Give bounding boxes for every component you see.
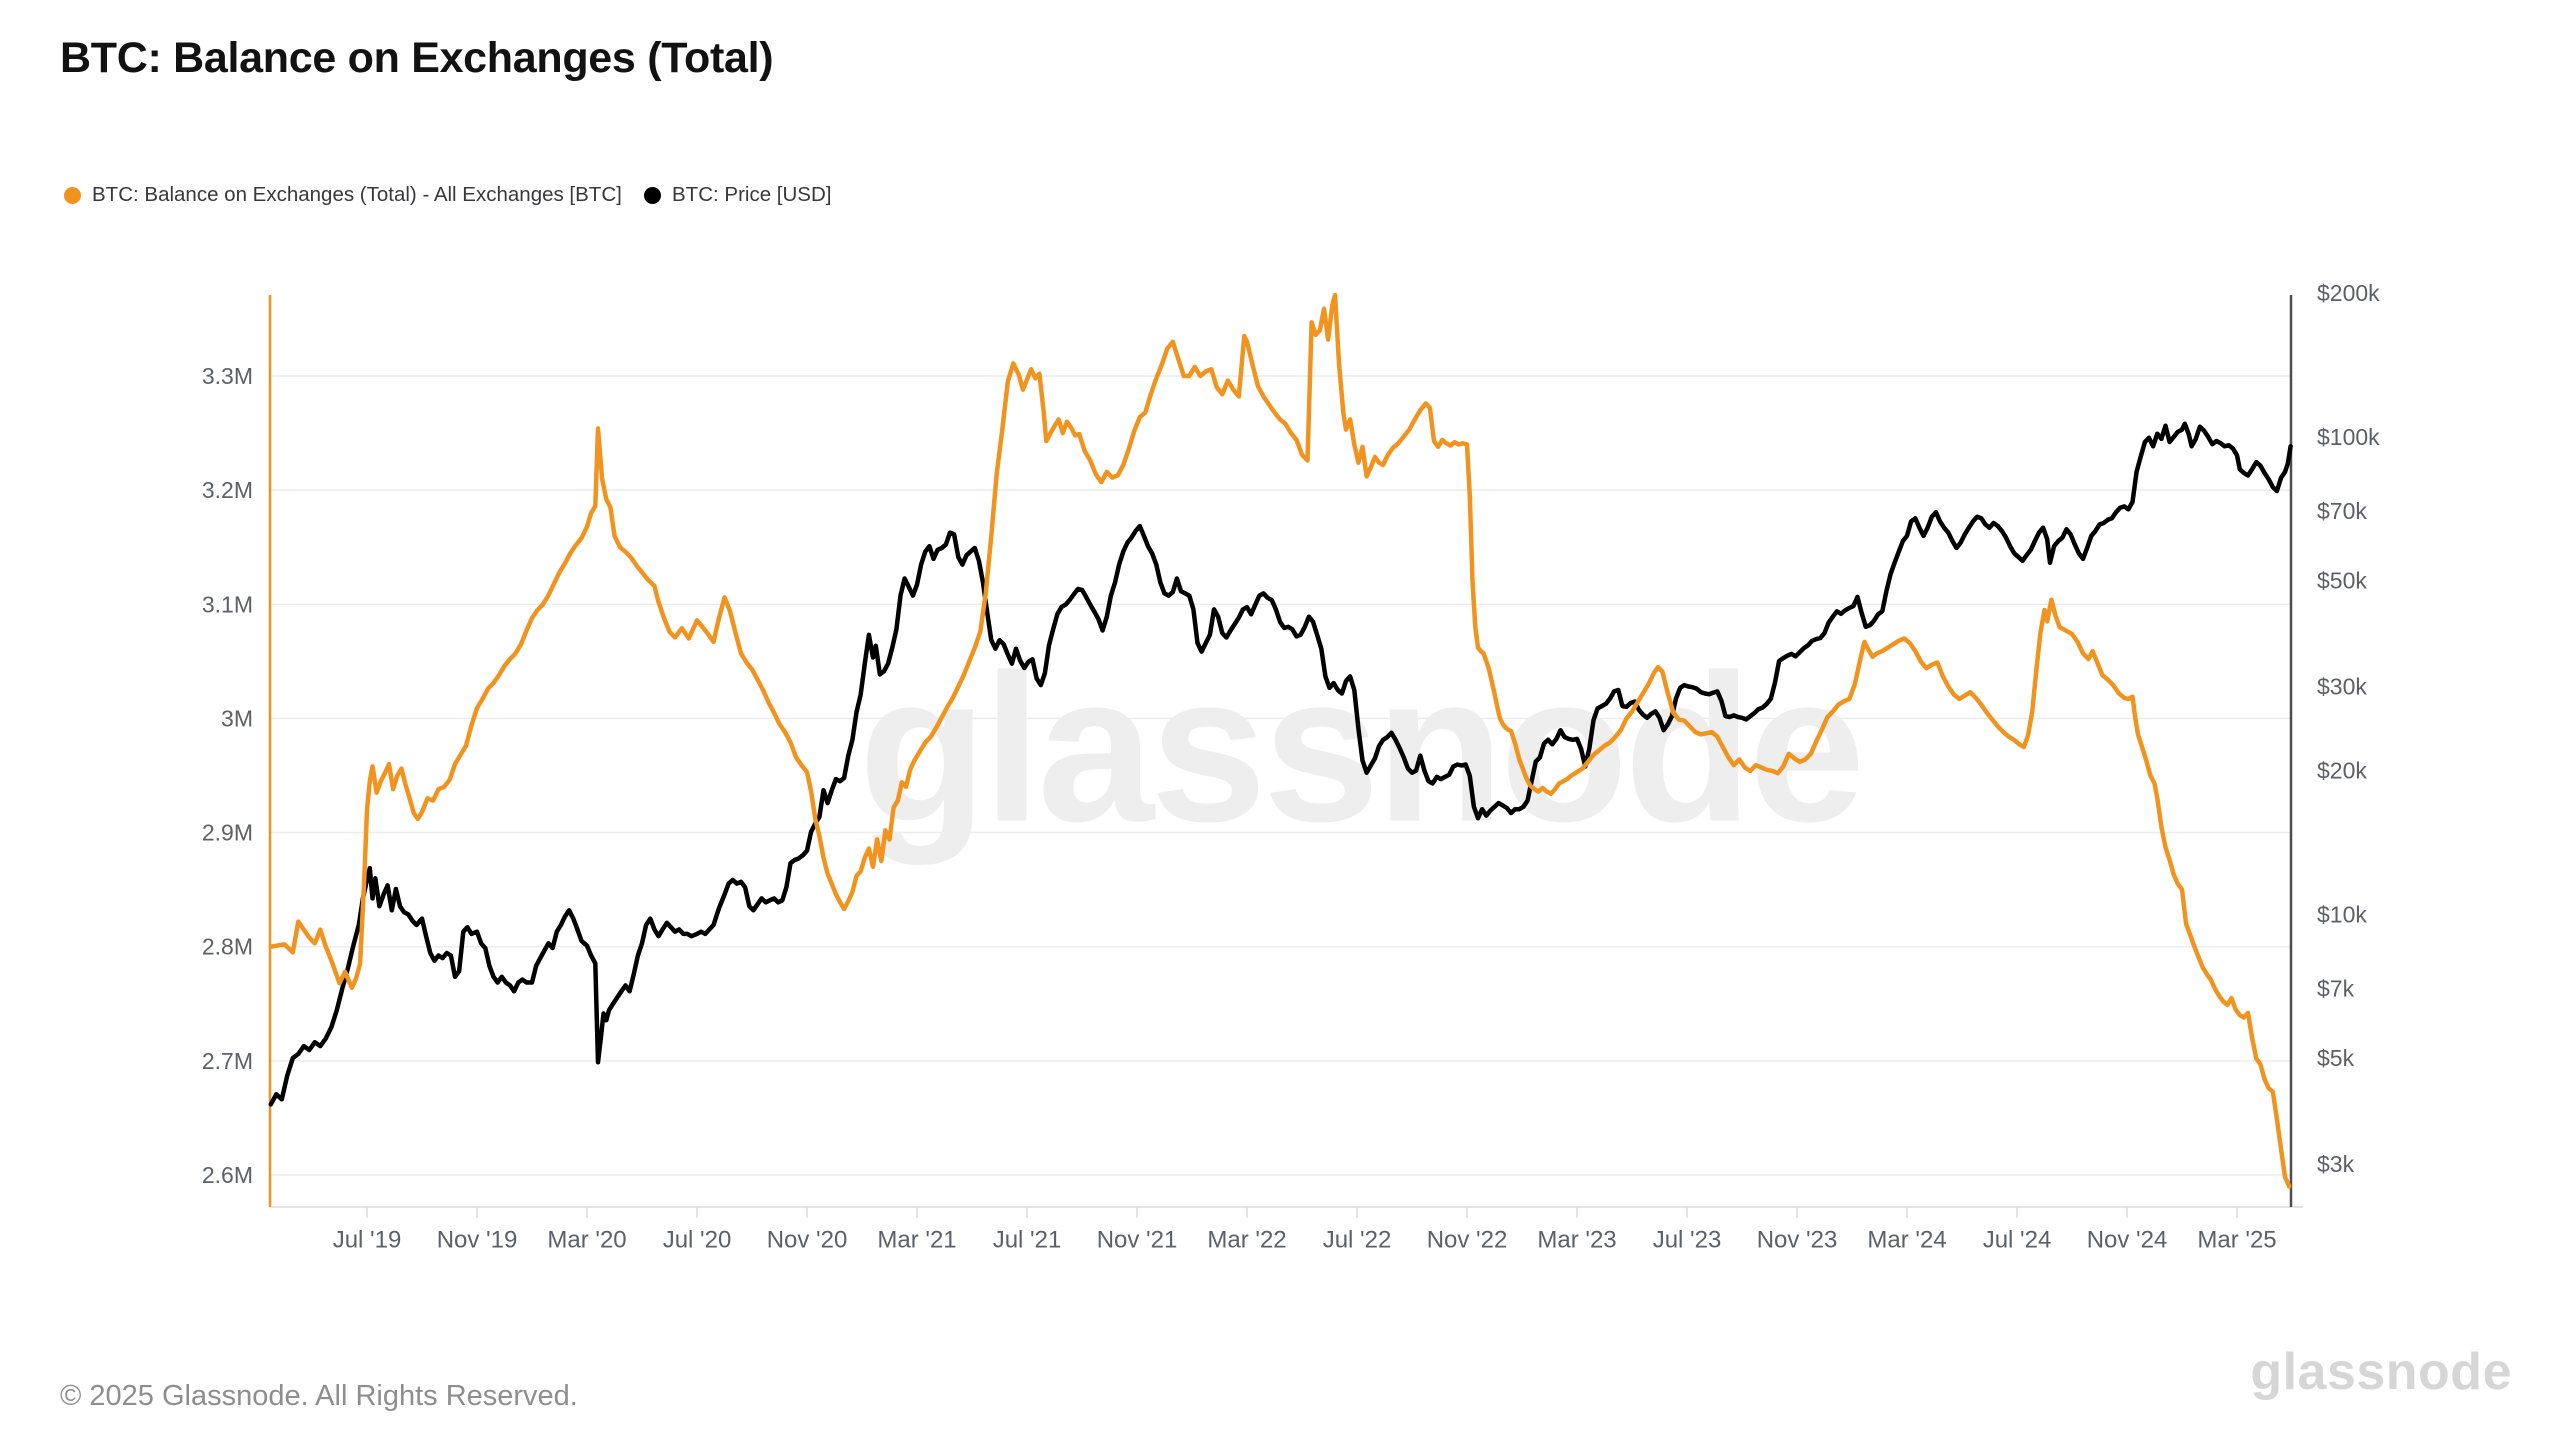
page-title: BTC: Balance on Exchanges (Total) xyxy=(60,34,774,82)
x-tick-label: Jul '19 xyxy=(333,1227,402,1254)
y-left-tick-label: 2.9M xyxy=(202,820,253,846)
legend-dot-balance-icon xyxy=(64,186,81,204)
y-right-tick-label: $10k xyxy=(2317,901,2367,927)
y-left-tick-label: 2.8M xyxy=(202,934,253,960)
y-right-tick-label: $5k xyxy=(2317,1045,2355,1071)
x-tick-label: Nov '24 xyxy=(2087,1227,2168,1254)
x-tick-label: Mar '21 xyxy=(877,1227,956,1254)
x-tick-label: Mar '25 xyxy=(2197,1227,2276,1254)
y-right-tick-label: $100k xyxy=(2317,424,2380,450)
legend-label-balance: BTC: Balance on Exchanges (Total) - All … xyxy=(92,183,622,206)
x-tick-label: Mar '24 xyxy=(1867,1227,1946,1254)
legend-label-price: BTC: Price [USD] xyxy=(672,183,832,206)
y-left-tick-label: 2.6M xyxy=(202,1162,253,1188)
y-right-tick-label: $3k xyxy=(2317,1151,2355,1177)
x-tick-label: Jul '20 xyxy=(663,1227,732,1254)
y-right-tick-label: $30k xyxy=(2317,673,2367,699)
x-tick-label: Jul '24 xyxy=(1983,1227,2052,1254)
legend-dot-price-icon xyxy=(644,186,661,204)
legend-item-price[interactable]: BTC: Price [USD] xyxy=(644,183,831,207)
y-left-tick-label: 2.7M xyxy=(202,1048,253,1074)
x-tick-label: Jul '21 xyxy=(993,1227,1062,1254)
y-right-tick-label: $200k xyxy=(2317,280,2380,306)
x-tick-label: Nov '20 xyxy=(767,1227,848,1254)
y-left-tick-label: 3.3M xyxy=(202,363,253,389)
x-tick-label: Mar '23 xyxy=(1537,1227,1616,1254)
y-left-tick-label: 3.1M xyxy=(202,591,253,617)
x-tick-label: Mar '22 xyxy=(1207,1227,1286,1254)
x-tick-label: Nov '23 xyxy=(1757,1227,1838,1254)
legend-item-balance[interactable]: BTC: Balance on Exchanges (Total) - All … xyxy=(64,183,622,207)
y-right-tick-label: $20k xyxy=(2317,758,2367,784)
y-left-tick-label: 3M xyxy=(221,705,253,731)
x-tick-label: Nov '21 xyxy=(1097,1227,1178,1254)
price-line[interactable] xyxy=(268,421,2293,1107)
x-tick-label: Jul '23 xyxy=(1653,1227,1722,1254)
x-tick-label: Nov '22 xyxy=(1427,1227,1508,1254)
y-right-tick-label: $7k xyxy=(2317,975,2355,1001)
y-right-tick-label: $50k xyxy=(2317,568,2367,594)
balance-line[interactable] xyxy=(268,292,2292,1189)
y-right-tick-label: $70k xyxy=(2317,498,2367,524)
x-tick-label: Mar '20 xyxy=(547,1227,626,1254)
y-left-tick-label: 3.2M xyxy=(202,477,253,503)
x-tick-label: Nov '19 xyxy=(437,1227,518,1254)
glassnode-wordmark-logo: glassnode xyxy=(2250,1343,2512,1401)
footer-copyright: © 2025 Glassnode. All Rights Reserved. xyxy=(60,1380,578,1412)
x-tick-label: Jul '22 xyxy=(1323,1227,1392,1254)
